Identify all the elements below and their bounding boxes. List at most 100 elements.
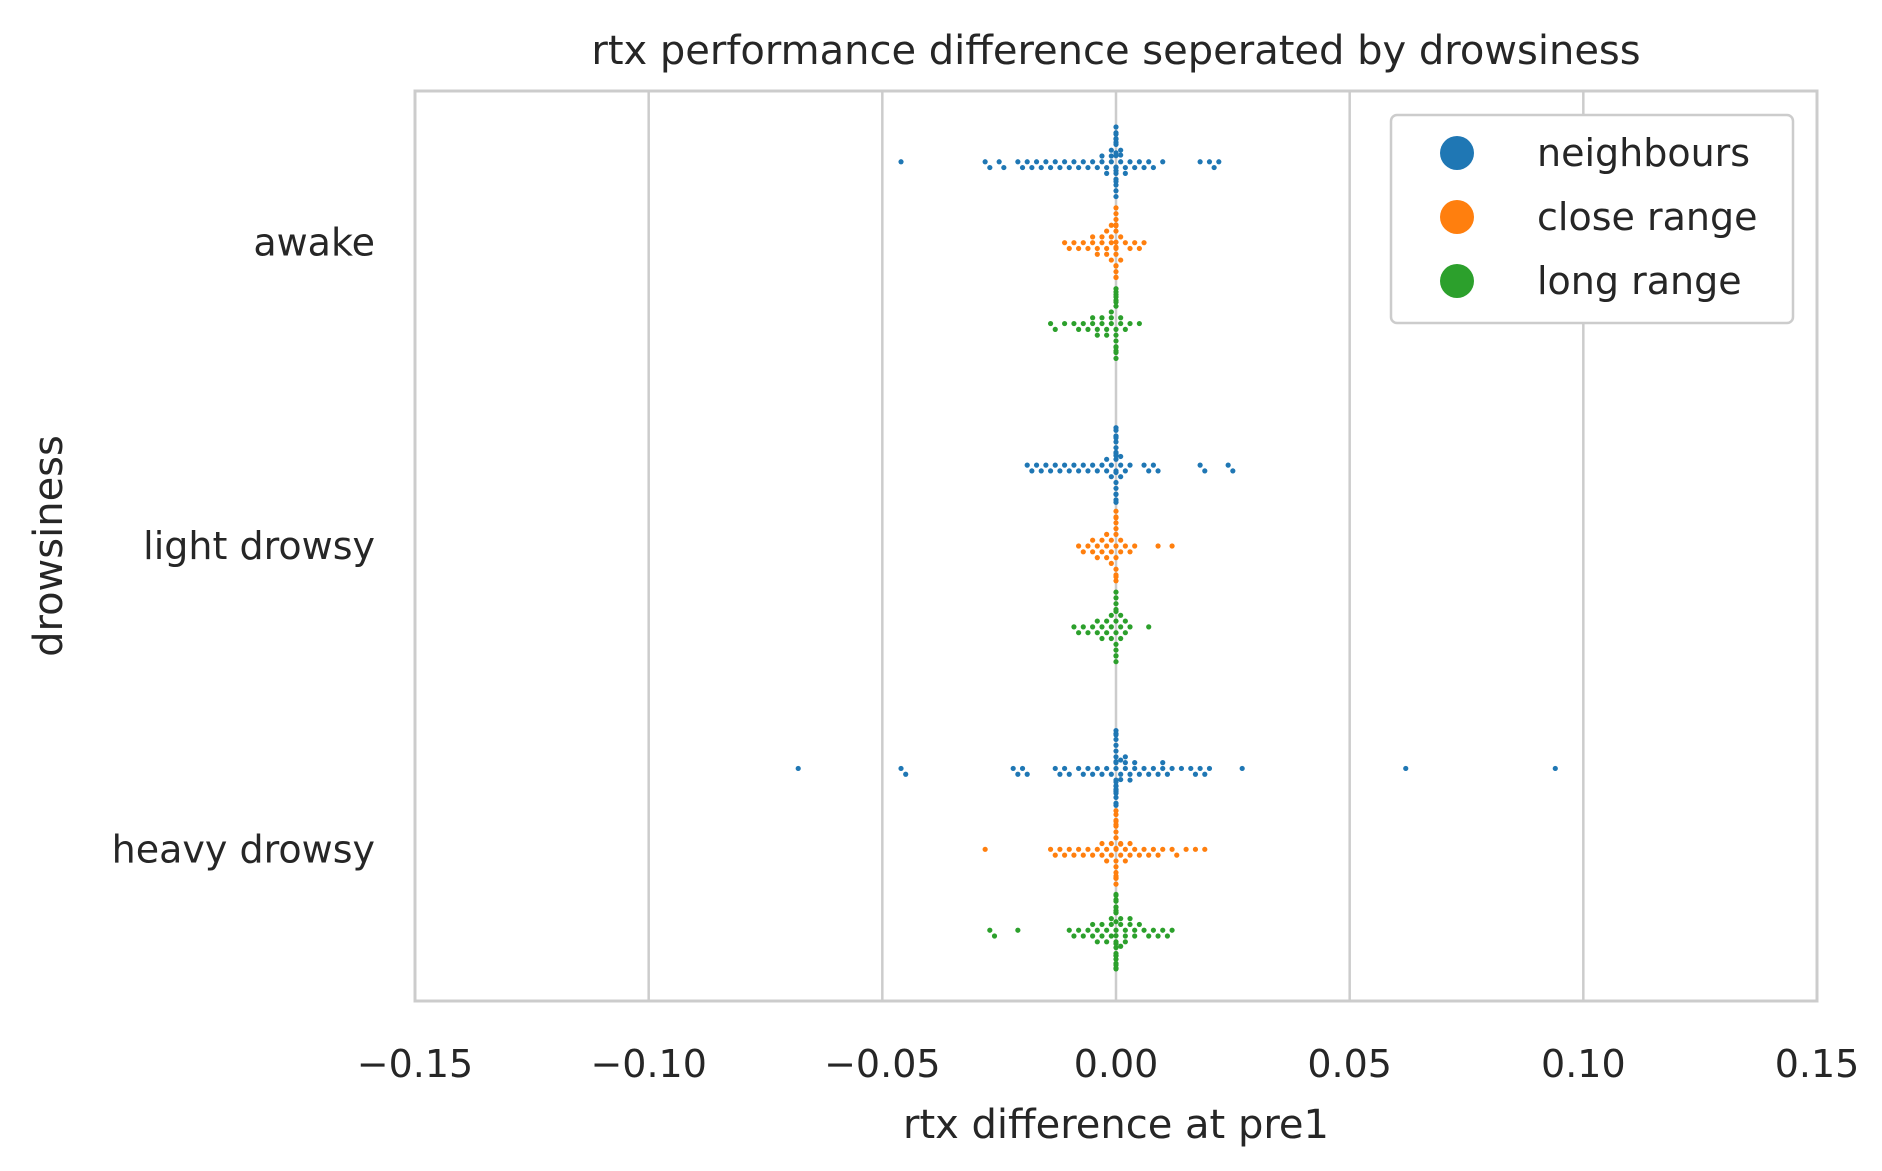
data-point (1113, 748, 1118, 753)
data-point (1132, 933, 1137, 938)
data-point (1109, 922, 1114, 927)
data-point (1216, 159, 1221, 164)
data-point (987, 165, 992, 170)
data-point (1067, 468, 1072, 473)
data-point (1113, 124, 1118, 129)
data-point (1113, 754, 1118, 759)
y-axis-title: drowsiness (26, 435, 72, 657)
data-point (1113, 961, 1118, 966)
data-point (1118, 842, 1123, 847)
y-tick-label: awake (253, 221, 375, 265)
data-point (1118, 315, 1123, 320)
data-point (1202, 468, 1207, 473)
data-point (1113, 803, 1118, 808)
data-point (1160, 928, 1165, 933)
data-point (1113, 211, 1118, 216)
data-point (1113, 520, 1118, 525)
data-point (1104, 766, 1109, 771)
data-point (987, 928, 992, 933)
data-point (1127, 246, 1132, 251)
data-point (1132, 928, 1137, 933)
data-point (1113, 858, 1118, 863)
data-point (1113, 153, 1118, 158)
data-point (1067, 928, 1072, 933)
data-point (1113, 168, 1118, 173)
data-point (1146, 468, 1151, 473)
data-point (1123, 928, 1128, 933)
data-point (1090, 234, 1095, 239)
data-point (1104, 165, 1109, 170)
data-point (1053, 463, 1058, 468)
data-point (1104, 543, 1109, 548)
data-point (1169, 847, 1174, 852)
data-point (1118, 549, 1123, 554)
data-point (1141, 766, 1146, 771)
data-point (1113, 486, 1118, 491)
data-point (1095, 333, 1100, 338)
data-point (1090, 549, 1095, 554)
data-point (1113, 269, 1118, 274)
data-point (1132, 760, 1137, 765)
data-point (1085, 630, 1090, 635)
data-point (1113, 348, 1118, 353)
data-point (1095, 618, 1100, 623)
data-point (1025, 772, 1030, 777)
data-point (1127, 772, 1132, 777)
data-point (1057, 772, 1062, 777)
data-point (1109, 309, 1114, 314)
data-point (1095, 766, 1100, 771)
data-point (1118, 463, 1123, 468)
data-point (1146, 772, 1151, 777)
data-point (1076, 766, 1081, 771)
data-point (1146, 853, 1151, 858)
data-point (1081, 624, 1086, 629)
data-point (1071, 624, 1076, 629)
data-point (1127, 841, 1132, 846)
x-tick-label: 0.00 (1074, 1042, 1159, 1086)
data-point (1090, 933, 1095, 938)
data-point (1113, 492, 1118, 497)
data-point (1113, 574, 1118, 579)
data-point (1109, 549, 1114, 554)
data-point (1113, 743, 1118, 748)
data-point (1113, 882, 1118, 887)
data-point (1053, 853, 1058, 858)
data-point (1090, 922, 1095, 927)
data-point (1123, 760, 1128, 765)
x-tick-label: 0.05 (1307, 1042, 1392, 1086)
data-point (1113, 892, 1118, 897)
data-point (1132, 165, 1137, 170)
data-point (1240, 766, 1245, 771)
data-point (1113, 543, 1118, 548)
data-point (1118, 624, 1123, 629)
y-tick-label: heavy drowsy (112, 827, 375, 871)
x-axis-title: rtx difference at pre1 (903, 1102, 1329, 1148)
data-point (1095, 252, 1100, 257)
data-point (1090, 315, 1095, 320)
data-point (1057, 847, 1062, 852)
data-point (1118, 777, 1123, 782)
data-point (1118, 772, 1123, 777)
legend-label: neighbours (1537, 131, 1750, 175)
data-point (1090, 463, 1095, 468)
data-point (1118, 159, 1123, 164)
data-point (1085, 165, 1090, 170)
data-point (1113, 609, 1118, 614)
data-point (1113, 263, 1118, 268)
data-point (1123, 847, 1128, 852)
data-point (1095, 543, 1100, 548)
data-point (1062, 463, 1067, 468)
data-point (1062, 159, 1067, 164)
data-point (1113, 835, 1118, 840)
data-point (1160, 760, 1165, 765)
data-point (1113, 435, 1118, 440)
data-point (1062, 766, 1067, 771)
data-point (1062, 240, 1067, 245)
data-point (1104, 555, 1109, 560)
data-point (1099, 933, 1104, 938)
data-point (1109, 315, 1114, 320)
data-point (1109, 916, 1114, 921)
data-point (1081, 853, 1086, 858)
data-point (1015, 159, 1020, 164)
data-point (1113, 228, 1118, 233)
